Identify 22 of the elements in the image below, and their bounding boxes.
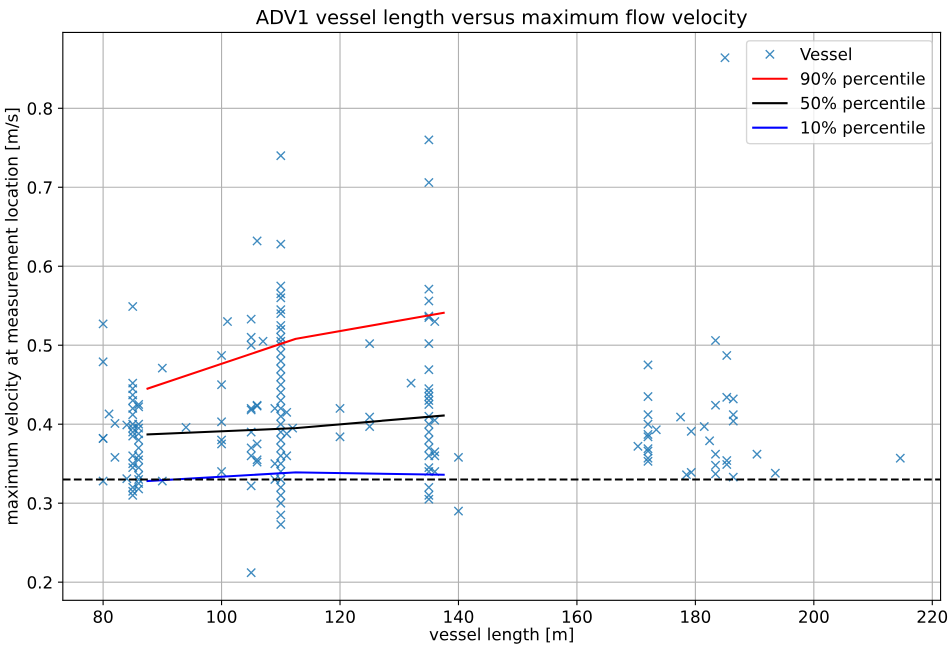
y-tick-label: 0.5 <box>28 339 52 352</box>
y-tick-label: 0.4 <box>28 418 52 431</box>
y-tick-label: 0.2 <box>28 576 52 589</box>
x-tick-label: 200 <box>799 610 829 623</box>
y-tick-label: 0.7 <box>28 181 52 194</box>
legend-label: 10% percentile <box>802 120 925 137</box>
chart-title: ADV1 vessel length versus maximum flow velocity <box>256 9 748 28</box>
x-tick-label: 100 <box>207 610 236 623</box>
legend-label: 50% percentile <box>801 96 925 113</box>
x-tick-label: 160 <box>562 610 592 623</box>
x-axis-title: vessel length [m] <box>430 628 573 644</box>
x-tick-label: 180 <box>681 610 710 623</box>
x-tick-label: 140 <box>444 610 474 623</box>
legend-label: Vessel <box>800 47 851 60</box>
x-tick-label: 80 <box>94 610 113 623</box>
legend-label: 90% percentile <box>800 72 925 88</box>
y-axis-title: maximum velocity at measurement location [m/s] <box>4 108 22 524</box>
y-tick-label: 0.6 <box>28 260 52 273</box>
y-tick-label: 0.3 <box>28 497 52 510</box>
y-tick-label: 0.8 <box>28 102 52 115</box>
x-tick-label: 220 <box>918 610 948 623</box>
x-tick-label: 120 <box>326 610 355 623</box>
